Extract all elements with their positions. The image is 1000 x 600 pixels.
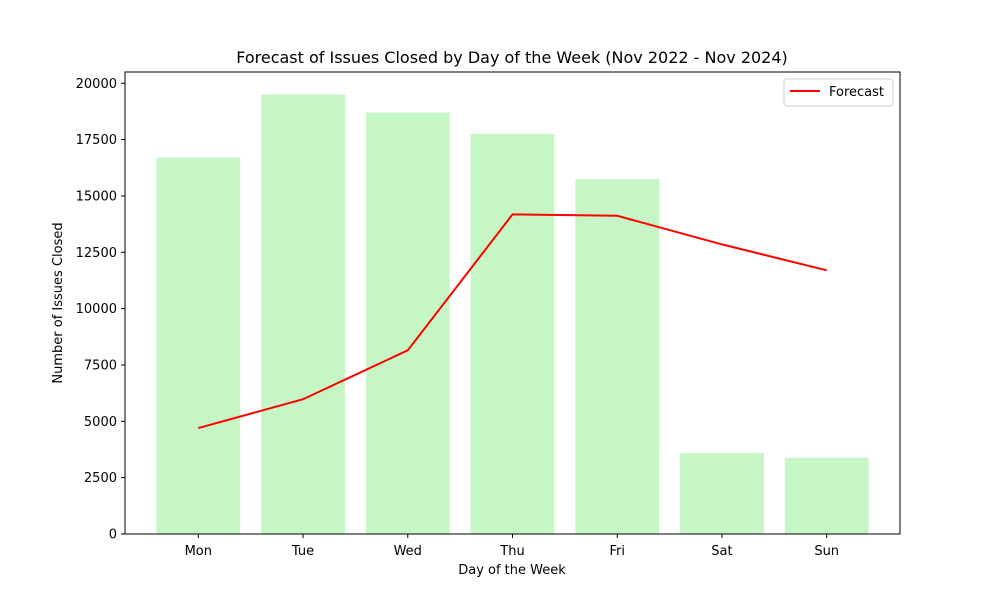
y-tick-label: 12500 bbox=[76, 246, 117, 261]
y-tick-label: 5000 bbox=[84, 415, 117, 430]
legend-label-forecast: Forecast bbox=[829, 85, 884, 100]
bar-tue bbox=[261, 94, 345, 534]
bar-fri bbox=[575, 179, 660, 535]
x-tick-label-tue: Tue bbox=[291, 544, 314, 559]
x-tick-label-thu: Thu bbox=[499, 544, 524, 559]
y-tick-label: 2500 bbox=[84, 471, 117, 486]
y-tick-label: 15000 bbox=[76, 189, 117, 204]
forecast-line bbox=[198, 213, 827, 430]
x-tick-label-sun: Sun bbox=[814, 544, 839, 559]
y-axis: 0 2500 5000 7500 10000 12500 15000 17500 20000 bbox=[76, 77, 125, 543]
x-tick-label-fri: Fri bbox=[609, 544, 625, 559]
y-tick-label: 20000 bbox=[76, 77, 117, 92]
x-tick-label-wed: Wed bbox=[394, 544, 422, 559]
x-tick-label-mon: Mon bbox=[185, 544, 212, 559]
y-axis-label: Number of Issues Closed bbox=[51, 222, 66, 383]
forecast-line-layer bbox=[198, 213, 827, 430]
x-axis: Mon Tue Wed Thu Fri Sat Sun bbox=[185, 534, 839, 559]
y-tick-label: 17500 bbox=[76, 133, 117, 148]
bar-mon bbox=[156, 157, 241, 534]
bar-thu bbox=[470, 133, 555, 534]
y-tick-label: 0 bbox=[109, 528, 117, 543]
bar-sun bbox=[784, 457, 869, 534]
bar-wed bbox=[365, 112, 450, 534]
x-tick-label-sat: Sat bbox=[711, 544, 732, 559]
x-axis-label: Day of the Week bbox=[458, 563, 566, 578]
chart-title: Forecast of Issues Closed by Day of the … bbox=[236, 48, 788, 67]
bar-sat bbox=[680, 452, 764, 534]
bar-group bbox=[156, 94, 869, 535]
y-tick-label: 10000 bbox=[76, 302, 117, 317]
legend-box bbox=[783, 78, 894, 107]
legend: Forecast bbox=[783, 78, 894, 107]
y-tick-label: 7500 bbox=[84, 358, 117, 373]
